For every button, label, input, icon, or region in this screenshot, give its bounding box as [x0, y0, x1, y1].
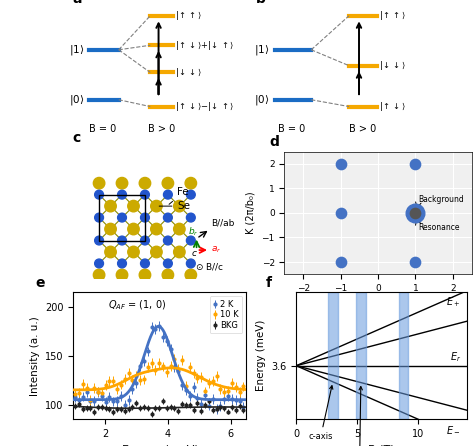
Circle shape: [128, 223, 139, 235]
Text: B = 0: B = 0: [89, 124, 116, 134]
Text: d: d: [269, 135, 279, 149]
Circle shape: [185, 269, 197, 281]
Circle shape: [95, 190, 103, 199]
Text: B > 0: B > 0: [349, 124, 377, 134]
Circle shape: [128, 246, 139, 258]
Text: $c$: $c$: [191, 249, 198, 258]
Circle shape: [164, 236, 172, 245]
Circle shape: [105, 200, 116, 212]
Circle shape: [151, 223, 162, 235]
Circle shape: [141, 213, 149, 222]
Text: $|\!\uparrow\downarrow\rangle\!+\!|\!\downarrow\uparrow\rangle$: $|\!\uparrow\downarrow\rangle\!+\!|\!\do…: [175, 39, 235, 52]
Circle shape: [186, 190, 195, 199]
Text: e: e: [36, 276, 45, 290]
Circle shape: [93, 269, 105, 281]
Circle shape: [95, 236, 103, 245]
Text: $|\!\uparrow\uparrow\rangle$: $|\!\uparrow\uparrow\rangle$: [175, 9, 201, 22]
Text: Background: Background: [419, 195, 464, 204]
Y-axis label: Intensity (a. u.): Intensity (a. u.): [30, 316, 40, 396]
Circle shape: [186, 259, 195, 268]
Text: B > 0: B > 0: [148, 124, 175, 134]
Text: $|\!\downarrow\downarrow\rangle$: $|\!\downarrow\downarrow\rangle$: [379, 59, 405, 72]
Point: [411, 160, 419, 167]
Point: [411, 258, 419, 265]
Bar: [328, 292, 337, 419]
Text: c: c: [73, 131, 81, 145]
Text: $|\!\uparrow\downarrow\rangle\!-\!|\!\downarrow\uparrow\rangle$: $|\!\uparrow\downarrow\rangle\!-\!|\!\do…: [175, 100, 235, 113]
Text: $b_r$: $b_r$: [188, 226, 199, 238]
Circle shape: [141, 190, 149, 199]
Circle shape: [186, 236, 195, 245]
Text: $|\!\uparrow\uparrow\rangle$: $|\!\uparrow\uparrow\rangle$: [379, 9, 405, 22]
Circle shape: [93, 178, 105, 189]
Circle shape: [118, 190, 127, 199]
Text: B//ab: B//ab: [211, 218, 234, 227]
Circle shape: [128, 200, 139, 212]
Circle shape: [139, 269, 151, 281]
Circle shape: [173, 223, 185, 235]
Circle shape: [164, 213, 172, 222]
Point: [337, 209, 344, 216]
X-axis label: B (T): B (T): [368, 445, 395, 446]
Text: f: f: [265, 276, 272, 290]
Text: a: a: [72, 0, 82, 6]
Circle shape: [105, 246, 116, 258]
Text: $a_r$: $a_r$: [211, 245, 221, 255]
Point: [411, 209, 419, 216]
Circle shape: [118, 259, 127, 268]
Text: $|0\rangle$: $|0\rangle$: [254, 93, 269, 107]
Circle shape: [95, 259, 103, 268]
Text: b: b: [255, 0, 265, 6]
Circle shape: [141, 259, 149, 268]
Bar: [99, 194, 145, 240]
Circle shape: [164, 190, 172, 199]
Circle shape: [116, 269, 128, 281]
Point: [411, 209, 419, 216]
Text: $|\!\uparrow\downarrow\rangle$: $|\!\uparrow\downarrow\rangle$: [379, 100, 405, 113]
X-axis label: Energy (meV): Energy (meV): [122, 445, 198, 446]
Circle shape: [162, 178, 173, 189]
Circle shape: [151, 246, 162, 258]
Text: $Q_{AF}$ = (1, 0): $Q_{AF}$ = (1, 0): [109, 298, 167, 312]
X-axis label: H (2π/a₀): H (2π/a₀): [356, 298, 400, 309]
Circle shape: [105, 223, 116, 235]
Circle shape: [173, 246, 185, 258]
Text: $E_+$: $E_+$: [447, 295, 461, 309]
Y-axis label: K (2π/b₀): K (2π/b₀): [246, 192, 256, 234]
Circle shape: [186, 213, 195, 222]
Legend: 2 K, 10 K, BKG: 2 K, 10 K, BKG: [210, 296, 242, 333]
Circle shape: [139, 178, 151, 189]
Circle shape: [162, 269, 173, 281]
Text: Fe: Fe: [169, 187, 189, 204]
Text: $|\!\downarrow\downarrow\rangle$: $|\!\downarrow\downarrow\rangle$: [175, 66, 201, 79]
Bar: [399, 292, 409, 419]
Circle shape: [118, 213, 127, 222]
Text: B = 0: B = 0: [278, 124, 305, 134]
Circle shape: [151, 200, 162, 212]
Circle shape: [118, 236, 127, 245]
Point: [337, 160, 344, 167]
Text: in-plane: in-plane: [343, 387, 377, 446]
Text: $\odot$ B//c: $\odot$ B//c: [195, 261, 224, 272]
Circle shape: [173, 200, 185, 212]
Text: $|1\rangle$: $|1\rangle$: [254, 43, 269, 57]
Text: $E_-$: $E_-$: [447, 424, 461, 434]
Bar: [356, 292, 366, 419]
Circle shape: [185, 178, 197, 189]
Circle shape: [116, 178, 128, 189]
Text: $E_r$: $E_r$: [449, 350, 461, 364]
Text: c-axis: c-axis: [309, 386, 333, 441]
Circle shape: [95, 213, 103, 222]
Text: $|0\rangle$: $|0\rangle$: [69, 93, 84, 107]
Point: [337, 258, 344, 265]
Circle shape: [164, 259, 172, 268]
Text: $|1\rangle$: $|1\rangle$: [69, 43, 84, 57]
Text: Resonance: Resonance: [419, 223, 460, 232]
Y-axis label: Energy (meV): Energy (meV): [255, 320, 266, 392]
Circle shape: [141, 236, 149, 245]
Text: Se: Se: [159, 201, 191, 211]
